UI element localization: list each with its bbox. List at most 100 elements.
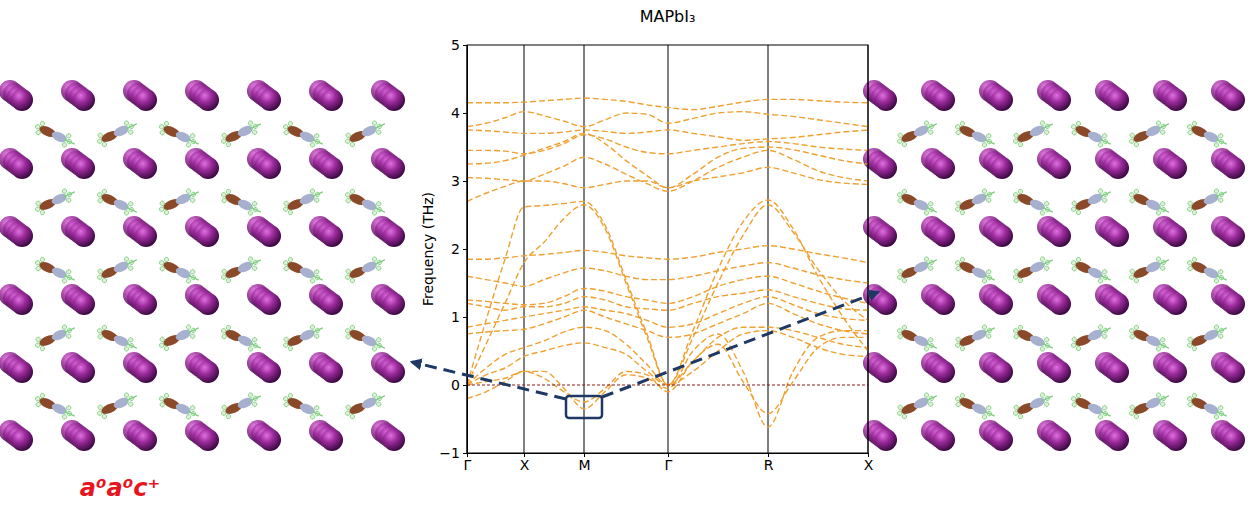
grid-line	[584, 45, 585, 453]
hydrogen-atom	[924, 346, 930, 352]
hydrogen-atom	[288, 257, 294, 263]
nitrogen-atom	[50, 129, 68, 144]
nitrogen-atom	[298, 265, 316, 280]
iodine-atom	[1223, 361, 1245, 383]
hydrogen-atom	[283, 402, 289, 408]
nitrogen-atom	[360, 124, 378, 139]
hydrogen-atom	[1071, 124, 1077, 130]
hydrogen-atom	[159, 396, 165, 402]
hydrogen-atom	[372, 346, 378, 352]
grid-line	[524, 45, 525, 453]
hydrogen-atom	[955, 206, 961, 212]
iodine-atom	[991, 361, 1013, 383]
iodine-atom	[875, 429, 897, 451]
hydrogen-atom	[35, 342, 41, 348]
phonon-band	[467, 303, 868, 337]
y-tick-label: 2	[451, 241, 460, 257]
hydrogen-atom	[186, 278, 192, 284]
hydrogen-atom	[376, 401, 382, 407]
nitrogen-atom	[1144, 333, 1162, 348]
nitrogen-atom	[1028, 124, 1046, 139]
y-tick: 4	[451, 105, 467, 121]
hydrogen-atom	[314, 269, 320, 275]
hydrogen-atom	[159, 342, 165, 348]
iodine-atom	[1107, 293, 1129, 315]
iodine-atom	[321, 361, 343, 383]
hydrogen-atom	[1129, 268, 1135, 274]
molecule	[1069, 255, 1114, 286]
hydrogen-atom	[986, 133, 992, 139]
molecule	[1127, 187, 1172, 218]
iodine-atom	[321, 429, 343, 451]
hydrogen-atom	[897, 132, 903, 138]
hydrogen-atom	[40, 121, 46, 127]
iodine-atom	[1107, 429, 1129, 451]
hydrogen-atom	[221, 274, 227, 280]
hydrogen-atom	[190, 269, 196, 275]
displacement-arrow	[64, 192, 75, 197]
y-tick: 1	[451, 309, 467, 325]
hydrogen-atom	[345, 138, 351, 144]
hydrogen-atom	[1129, 410, 1135, 416]
nitrogen-atom	[236, 260, 254, 275]
hydrogen-atom	[1160, 201, 1166, 207]
nitrogen-atom	[112, 396, 130, 411]
displacement-arrow	[1216, 139, 1227, 144]
hydrogen-atom	[248, 346, 254, 352]
crystal-structure	[0, 80, 405, 451]
displacement-arrow	[1100, 411, 1111, 416]
hydrogen-atom	[283, 266, 289, 272]
molecule	[281, 321, 326, 352]
phonon-band	[467, 327, 868, 385]
hydrogen-atom	[97, 132, 103, 138]
displacement-arrow	[188, 328, 199, 333]
hydrogen-atom	[345, 334, 351, 340]
hydrogen-atom	[66, 269, 72, 275]
hydrogen-atom	[1192, 257, 1198, 263]
molecule	[33, 119, 78, 150]
iodine-atom	[11, 157, 33, 179]
molecule	[281, 391, 326, 422]
hydrogen-atom	[1134, 325, 1140, 331]
molecule	[95, 187, 140, 218]
hydrogen-atom	[1040, 256, 1046, 262]
hydrogen-atom	[1013, 274, 1019, 280]
nitrogen-atom	[970, 129, 988, 144]
hydrogen-atom	[982, 142, 988, 148]
molecule	[1011, 187, 1056, 218]
hydrogen-atom	[955, 402, 961, 408]
y-tick: −1	[439, 445, 467, 461]
hydrogen-atom	[1187, 260, 1193, 266]
iodine-atom	[1049, 429, 1071, 451]
iodine-atom	[1107, 225, 1129, 247]
hydrogen-atom	[1129, 132, 1135, 138]
nitrogen-atom	[50, 328, 68, 343]
hydrogen-atom	[186, 188, 192, 194]
hydrogen-atom	[102, 278, 108, 284]
arrow	[412, 362, 566, 399]
y-tick-mark	[463, 453, 467, 454]
hydrogen-atom	[1013, 132, 1019, 138]
iodine-atom	[259, 429, 281, 451]
nitrogen-atom	[1202, 129, 1220, 144]
iodine-atom	[933, 293, 955, 315]
hydrogen-atom	[97, 198, 103, 204]
hydrogen-atom	[928, 265, 934, 271]
displacement-arrow	[188, 192, 199, 197]
molecule	[343, 389, 388, 420]
y-axis-line	[467, 46, 468, 454]
displacement-arrow	[984, 411, 995, 416]
hydrogen-atom	[897, 268, 903, 274]
hydrogen-atom	[252, 401, 258, 407]
hydrogen-atom	[164, 210, 170, 216]
hydrogen-atom	[1160, 129, 1166, 135]
hydrogen-atom	[1187, 342, 1193, 348]
nitrogen-atom	[912, 396, 930, 411]
hydrogen-atom	[288, 393, 294, 399]
molecule	[219, 187, 264, 218]
x-tick: M	[578, 453, 590, 473]
hydrogen-atom	[1071, 396, 1077, 402]
hydrogen-atom	[350, 325, 356, 331]
nitrogen-atom	[360, 197, 378, 212]
molecule	[895, 117, 940, 148]
